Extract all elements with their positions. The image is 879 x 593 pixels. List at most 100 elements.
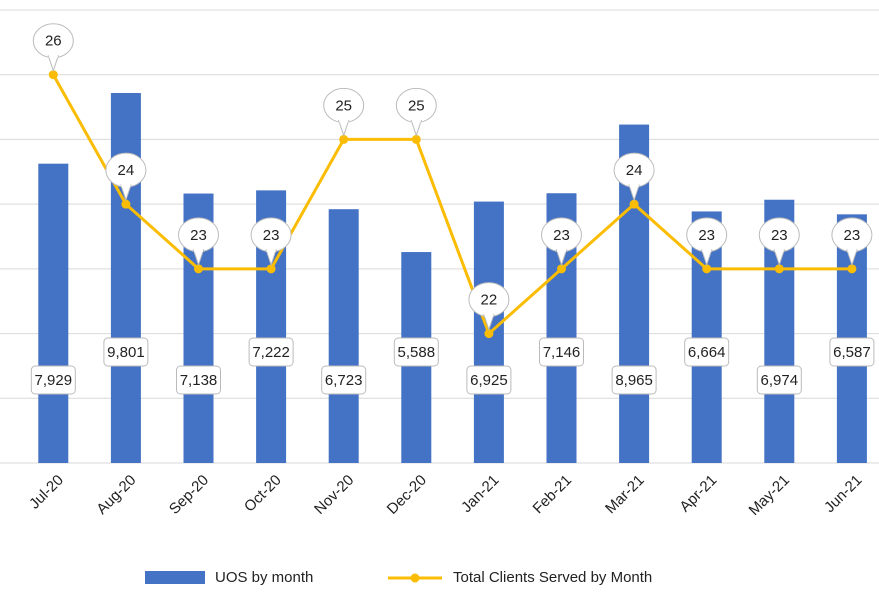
line-value-label: 26 (32, 23, 74, 73)
line-value-label-text: 23 (844, 227, 861, 244)
callout-tail (410, 119, 422, 138)
bar (110, 93, 141, 463)
x-tick-label: Oct-20 (241, 472, 285, 516)
line-value-label: 23 (178, 217, 219, 267)
x-tick-label: Nov-20 (311, 472, 357, 518)
line-value-label-text: 23 (771, 227, 788, 244)
bar-value-label: 7,222 (248, 337, 294, 367)
callout-patch (702, 247, 712, 252)
x-tick-label: Jan-21 (458, 472, 502, 516)
line-point (121, 199, 131, 209)
label-box (466, 365, 512, 395)
line-value-label-text: 24 (626, 162, 643, 179)
bar-value-label-text: 6,974 (761, 372, 799, 389)
label-box (684, 337, 730, 367)
line-value-label-text: 26 (45, 33, 62, 50)
line-point (629, 199, 639, 209)
line-value-label-text: 25 (335, 97, 352, 114)
x-tick-label: Aug-20 (93, 472, 139, 518)
callout-patch (339, 118, 349, 123)
line-value-label-text: 22 (481, 292, 498, 309)
line-value-label: 25 (323, 87, 365, 138)
bar-value-label: 6,587 (829, 337, 875, 367)
bar-value-label-text: 8,965 (615, 372, 653, 389)
callout-patch (121, 183, 131, 188)
line (51, 73, 852, 337)
callout-patch (774, 247, 784, 252)
line-value-label-text: 24 (118, 162, 135, 179)
legend-swatch (145, 571, 205, 584)
bar-value-label: 6,723 (321, 365, 367, 395)
bar-value-label-text: 9,801 (107, 344, 145, 361)
line-value-label: 23 (541, 217, 582, 267)
x-tick-label: Dec-20 (384, 472, 430, 518)
bar (328, 209, 359, 463)
line-point (194, 264, 203, 274)
line-value-label: 23 (686, 217, 728, 267)
bar-value-label-text: 6,723 (325, 372, 363, 389)
line-point (339, 134, 349, 144)
line-value-label-text: 23 (698, 227, 715, 244)
callout-patch (484, 312, 494, 317)
label-box (176, 365, 221, 395)
line-value-label: 24 (613, 152, 655, 202)
callout-patch (48, 53, 58, 58)
x-tick-label: Jun-21 (821, 472, 865, 516)
x-tick-label: Feb-21 (530, 472, 576, 518)
line-value-label-text: 23 (553, 227, 570, 244)
line-point (702, 264, 712, 274)
legend: UOS by month Total Clients Served by Mont… (145, 569, 652, 586)
line-value-label: 23 (758, 217, 800, 267)
label-box (829, 337, 875, 367)
bar-value-label: 7,146 (539, 337, 584, 367)
bar-value-label: 8,965 (611, 365, 657, 395)
line-value-label-text: 25 (408, 97, 425, 114)
bar-value-label: 7,138 (176, 365, 221, 395)
label-box (393, 337, 439, 367)
bar-value-label-text: 7,929 (35, 372, 73, 389)
line-point (484, 329, 494, 339)
bar-value-label-text: 7,222 (252, 344, 290, 361)
label-box (30, 365, 76, 395)
line-value-label: 23 (831, 217, 873, 267)
bar-value-label: 7,929 (30, 365, 76, 395)
label-box (539, 337, 584, 367)
label-box (321, 365, 367, 395)
label-box (611, 365, 657, 395)
line-value-label: 23 (250, 217, 292, 267)
bar-value-label: 6,925 (466, 365, 512, 395)
line-point (557, 264, 566, 274)
line-value-label: 22 (468, 282, 510, 332)
callout-patch (266, 247, 276, 252)
line-value-label: 24 (105, 152, 147, 202)
bar-value-label-text: 7,138 (180, 372, 218, 389)
bar-value-label: 6,974 (756, 365, 802, 395)
callout-tail (47, 55, 59, 73)
bar-value-label: 9,801 (103, 337, 149, 367)
bar-value-label-text: 6,925 (470, 372, 508, 389)
x-tick-label: Mar-21 (602, 472, 648, 518)
line-point (774, 264, 784, 274)
x-tick-label: May-21 (746, 472, 793, 519)
line-point (411, 134, 421, 144)
line-value-label-text: 23 (190, 227, 207, 244)
legend-label: UOS by month (215, 569, 313, 586)
x-tick-label: Jul-20 (26, 472, 67, 513)
label-box (103, 337, 149, 367)
label-box (248, 337, 294, 367)
line-value-label-text: 23 (263, 227, 280, 244)
x-tick-label: Apr-21 (676, 472, 720, 516)
line-point (847, 264, 857, 274)
callout-patch (411, 118, 421, 123)
bar-value-label-text: 6,664 (688, 344, 726, 361)
bar-value-label: 6,664 (684, 337, 730, 367)
legend-label: Total Clients Served by Month (453, 569, 652, 586)
label-box (756, 365, 802, 395)
line-point (266, 264, 276, 274)
legend-swatch (410, 573, 420, 583)
bar-value-label-text: 6,587 (833, 344, 871, 361)
bar-value-label-text: 7,146 (543, 344, 581, 361)
line-point (48, 70, 58, 80)
x-tick-label: Sep-20 (166, 472, 212, 518)
